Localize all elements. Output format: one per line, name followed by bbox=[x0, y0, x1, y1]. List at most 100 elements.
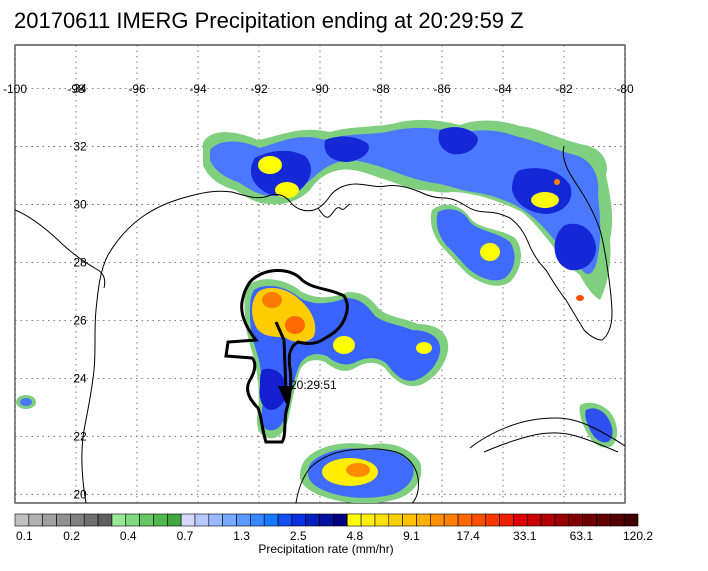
longitude-tick-labels: -100 -98 -96 -94 -92 -90 -88 -86 -84 -82 -80 bbox=[3, 82, 634, 96]
colorbar-title: Precipitation rate (mm/hr) bbox=[258, 542, 393, 556]
colorbar-label: 0.4 bbox=[120, 529, 137, 543]
colorbar-swatch bbox=[166, 513, 182, 527]
precip-cell-yellow bbox=[275, 182, 299, 198]
colorbar-swatch bbox=[83, 513, 99, 527]
swath-outline bbox=[224, 268, 349, 444]
colorbar-swatch bbox=[499, 513, 514, 527]
latitude-tick-label: 24 bbox=[73, 371, 87, 385]
longitude-tick-label: -92 bbox=[250, 82, 268, 96]
yucatan-coastline bbox=[295, 448, 419, 503]
longitude-tick-label: -100 bbox=[3, 82, 27, 96]
precipitation-field bbox=[16, 119, 618, 503]
latitude-tick-label: 34 bbox=[73, 81, 87, 95]
colorbar-label: 63.1 bbox=[570, 529, 594, 543]
precip-cell-yellow bbox=[480, 243, 500, 261]
longitude-tick-label: -88 bbox=[372, 82, 390, 96]
colorbar-label: 9.1 bbox=[403, 529, 420, 543]
latitude-tick-label: 28 bbox=[73, 255, 87, 269]
colorbar-swatch bbox=[28, 513, 43, 527]
colorbar-swatch bbox=[14, 513, 30, 527]
cuba-coastline bbox=[469, 417, 625, 449]
colorbar-swatch bbox=[250, 513, 265, 527]
colorbar-label: 1.3 bbox=[233, 529, 250, 543]
precip-cell-orange bbox=[576, 295, 584, 301]
colorbar-label: 4.8 bbox=[346, 529, 363, 543]
longitude-tick-label: -80 bbox=[616, 82, 634, 96]
cuba-south-coastline bbox=[483, 432, 619, 453]
precip-region-north-dark bbox=[250, 127, 597, 271]
colorbar-label: 120.2 bbox=[623, 529, 653, 543]
latitude-tick-label: 20 bbox=[73, 487, 87, 501]
colorbar-swatch bbox=[374, 513, 390, 527]
colorbar-swatch bbox=[513, 513, 528, 527]
longitude-tick-label: -82 bbox=[555, 82, 573, 96]
colorbar-labels: 0.1 0.2 0.4 0.7 1.3 2.5 4.8 9.1 17.4 33.1 63.1 120.… bbox=[16, 529, 653, 543]
colorbar-swatch bbox=[471, 513, 487, 527]
colorbar-swatch bbox=[333, 513, 348, 527]
latitude-tick-label: 22 bbox=[73, 429, 87, 443]
colorbar-swatch bbox=[56, 513, 71, 527]
rio-grande bbox=[15, 209, 106, 289]
colorbar-swatch bbox=[346, 513, 362, 527]
colorbar-swatch bbox=[305, 513, 320, 527]
colorbar-label: 17.4 bbox=[456, 529, 480, 543]
colorbar-swatch bbox=[42, 513, 57, 527]
colorbar-swatch bbox=[430, 513, 445, 527]
map-frame bbox=[14, 44, 626, 504]
coastlines bbox=[15, 145, 625, 503]
longitude-tick-label: -84 bbox=[494, 82, 512, 96]
colorbar-swatches bbox=[14, 513, 639, 527]
colorbar-swatch bbox=[485, 513, 500, 527]
colorbar-swatch bbox=[443, 513, 459, 527]
colorbar-label: 0.1 bbox=[16, 529, 33, 543]
colorbar-label: 0.7 bbox=[177, 529, 194, 543]
track-time-label: 20:29:51 bbox=[290, 378, 337, 392]
colorbar-label: 0.2 bbox=[63, 529, 80, 543]
precip-cell-yellow bbox=[531, 192, 559, 208]
colorbar-swatch bbox=[402, 513, 417, 527]
delta-coastline bbox=[317, 203, 351, 218]
colorbar-swatch bbox=[540, 513, 556, 527]
colorbar-swatch bbox=[277, 513, 293, 527]
precip-cell-orange bbox=[346, 463, 370, 477]
precip-cell-orange bbox=[262, 292, 282, 308]
track-arrowhead bbox=[278, 386, 294, 404]
storm-track-overlay bbox=[224, 268, 349, 444]
colorbar-swatch bbox=[291, 513, 307, 527]
colorbar-swatch bbox=[596, 513, 611, 527]
colorbar-swatch bbox=[180, 513, 196, 527]
colorbar-swatch bbox=[236, 513, 251, 527]
colorbar-swatch bbox=[568, 513, 583, 527]
precipitation-map: 20:29:51 -100 -98 -96 -94 -92 -90 -88 -86 -84 -82… bbox=[3, 44, 634, 504]
colorbar-swatch bbox=[610, 513, 625, 527]
colorbar-swatch bbox=[319, 513, 334, 527]
colorbar-swatch bbox=[526, 513, 542, 527]
longitude-tick-label: -94 bbox=[189, 82, 207, 96]
colorbar-label: 2.5 bbox=[290, 529, 307, 543]
longitude-tick-label: -90 bbox=[311, 82, 329, 96]
precip-region-fl-blue bbox=[436, 209, 515, 281]
colorbar-swatch bbox=[139, 513, 154, 527]
colorbar-swatch bbox=[222, 513, 237, 527]
precip-cell-small bbox=[20, 398, 32, 406]
latitude-tick-labels: 34 32 30 28 26 24 22 20 bbox=[73, 81, 87, 501]
colorbar-swatch bbox=[554, 513, 570, 527]
latitude-tick-label: 26 bbox=[73, 313, 87, 327]
gulf-coastline bbox=[81, 145, 613, 503]
colorbar-swatch bbox=[208, 513, 223, 527]
longitude-tick-label: -98 bbox=[67, 82, 85, 96]
precip-cell-yellow bbox=[333, 336, 355, 354]
colorbar-swatch bbox=[194, 513, 210, 527]
map-title: 20170611 IMERG Precipitation ending at 2… bbox=[14, 8, 524, 33]
colorbar-label: 33.1 bbox=[513, 529, 537, 543]
colorbar-swatch bbox=[97, 513, 113, 527]
latitude-tick-label: 32 bbox=[73, 139, 87, 153]
precip-cell-yellow bbox=[258, 156, 282, 174]
colorbar-swatch bbox=[388, 513, 403, 527]
track-line bbox=[274, 321, 288, 393]
precip-cell-orange bbox=[554, 179, 560, 185]
colorbar-swatch bbox=[263, 513, 279, 527]
longitude-tick-label: -96 bbox=[128, 82, 146, 96]
colorbar-swatch bbox=[125, 513, 140, 527]
